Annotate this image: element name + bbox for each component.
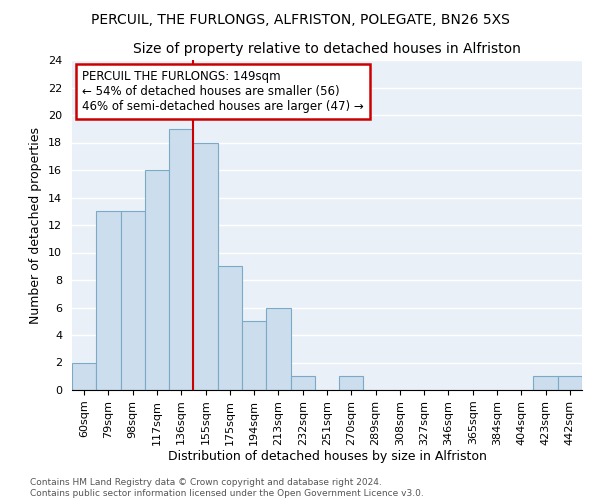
Text: PERCUIL THE FURLONGS: 149sqm
← 54% of detached houses are smaller (56)
46% of se: PERCUIL THE FURLONGS: 149sqm ← 54% of de… <box>82 70 364 113</box>
X-axis label: Distribution of detached houses by size in Alfriston: Distribution of detached houses by size … <box>167 450 487 464</box>
Title: Size of property relative to detached houses in Alfriston: Size of property relative to detached ho… <box>133 42 521 56</box>
Bar <box>339 376 364 390</box>
Text: Contains HM Land Registry data © Crown copyright and database right 2024.
Contai: Contains HM Land Registry data © Crown c… <box>30 478 424 498</box>
Bar <box>96 211 121 390</box>
Bar <box>145 170 169 390</box>
Text: PERCUIL, THE FURLONGS, ALFRISTON, POLEGATE, BN26 5XS: PERCUIL, THE FURLONGS, ALFRISTON, POLEGA… <box>91 12 509 26</box>
Bar <box>121 211 145 390</box>
Bar <box>242 322 266 390</box>
Bar <box>290 376 315 390</box>
Bar <box>218 266 242 390</box>
Bar <box>72 362 96 390</box>
Bar <box>266 308 290 390</box>
Y-axis label: Number of detached properties: Number of detached properties <box>29 126 43 324</box>
Bar <box>193 142 218 390</box>
Bar <box>169 128 193 390</box>
Bar <box>558 376 582 390</box>
Bar <box>533 376 558 390</box>
